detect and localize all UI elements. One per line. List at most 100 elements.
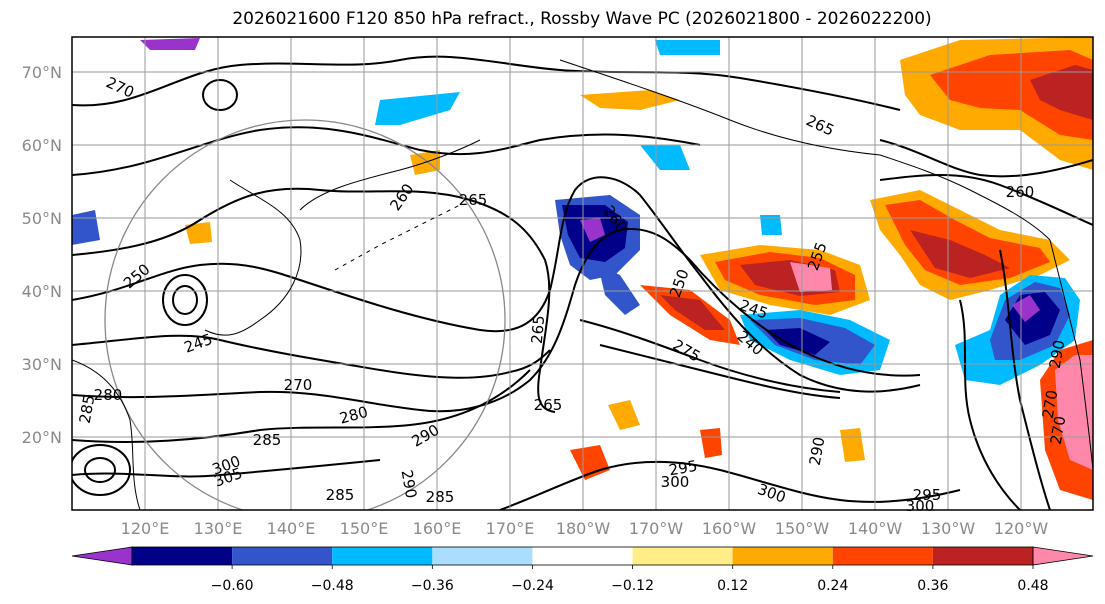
- shade-cell-6: [72, 210, 100, 245]
- contour-label: 295: [913, 486, 942, 504]
- shade-cell-5: [185, 222, 212, 244]
- shade-cell-11: [655, 40, 720, 55]
- longitude-label: 130°W: [921, 519, 976, 538]
- longitude-label: 120°E: [121, 519, 170, 538]
- map-title: 2026021600 F120 850 hPa refract., Rossby…: [232, 9, 932, 29]
- contour-label: 270: [284, 376, 313, 394]
- shade-cell-8: [375, 92, 460, 125]
- longitude-label: 160°E: [413, 519, 462, 538]
- contour-label: 290: [1046, 338, 1069, 369]
- colorbar-bin: [432, 547, 533, 565]
- latitude-label: 30°N: [22, 355, 62, 374]
- colorbar-tick-label: 0.24: [817, 578, 848, 594]
- contour-label: 300: [661, 473, 690, 491]
- longitude-label: 120°W: [994, 519, 1049, 538]
- latitude-label: 20°N: [22, 428, 62, 447]
- coastline-alaska: [559, 59, 881, 156]
- colorbar-bin: [332, 547, 433, 565]
- coastline-kurils: [299, 139, 481, 211]
- contour-path-3: [72, 187, 556, 413]
- coastline-bc: [879, 154, 1051, 241]
- contour-path-15: [999, 249, 1051, 510]
- contour-path-1: [72, 126, 701, 176]
- coastline-layer: [72, 59, 1093, 510]
- graticule: [72, 37, 1093, 510]
- contour-label: 270: [1039, 388, 1062, 419]
- map-frame: [71, 36, 1094, 511]
- contour-path-8: [72, 459, 381, 478]
- contour-ring-3: [172, 285, 198, 315]
- coastline-aleutians-dash: [334, 204, 461, 271]
- contour-path-11: [579, 319, 841, 393]
- shade-wc-max: [1012, 295, 1040, 322]
- longitude-label: 130°E: [194, 519, 243, 538]
- coastline-china: [72, 359, 141, 510]
- colorbar-frame: [131, 546, 1034, 566]
- colorbar-tick-label: −0.60: [211, 578, 254, 594]
- latitude-label: 70°N: [22, 63, 62, 82]
- colorbar-bin: [832, 547, 933, 565]
- shade-goa: [885, 200, 1050, 285]
- latitude-labels: 70°N 60°N 50°N 40°N 30°N 20°N: [22, 63, 62, 447]
- contour-label: 285: [253, 431, 282, 449]
- contour-label: 265: [528, 315, 548, 345]
- shade-cpac-core: [765, 328, 830, 355]
- contour-label: 285: [76, 393, 99, 424]
- contour-path-2: [72, 55, 901, 111]
- colorbar-tick-label: 0.12: [717, 578, 748, 594]
- shade-dateline-core: [580, 218, 605, 242]
- colorbar-extend-high: [1032, 546, 1094, 566]
- contour-label: 285: [426, 488, 455, 506]
- colorbar-bin: [732, 547, 833, 565]
- colorbar-bin: [932, 547, 1033, 565]
- contour-path-4: [72, 176, 921, 393]
- contour-label: 300: [906, 497, 935, 515]
- contour-path-9: [499, 460, 961, 510]
- contour-path-10: [599, 344, 841, 399]
- colorbar-bin: [532, 547, 633, 565]
- colorbar-tick-label: −0.48: [311, 578, 354, 594]
- shade-mex-core: [1055, 355, 1093, 470]
- coastline-japan: [204, 179, 302, 336]
- contour-ring-1: [202, 79, 238, 111]
- contour-label: 290: [806, 435, 829, 466]
- contour-ring-4: [72, 444, 131, 496]
- contour-ring-5: [84, 457, 116, 483]
- shade-dateline-tail: [598, 265, 640, 315]
- colorbar-tick-label: −0.12: [611, 578, 654, 594]
- shade-arctic-core: [1030, 65, 1093, 120]
- coastline-us-west: [1049, 239, 1093, 471]
- latitude-label: 40°N: [22, 282, 62, 301]
- colorbar-tick-label: −0.36: [411, 578, 454, 594]
- shade-pac-pos-max: [790, 262, 832, 292]
- contour-label: 265: [534, 396, 563, 414]
- longitude-label: 170°W: [629, 519, 684, 538]
- contour-label: 280: [94, 386, 123, 404]
- shade-streak-core: [660, 295, 725, 330]
- contour-label: 285: [326, 486, 355, 504]
- shade-cell-9: [640, 145, 690, 170]
- longitude-label: 140°E: [267, 519, 316, 538]
- colorbar-bin: [632, 547, 733, 565]
- colorbar-tick-label: 0.36: [917, 578, 948, 594]
- longitude-label: 150°W: [775, 519, 830, 538]
- longitude-label: 180°W: [556, 519, 611, 538]
- longitude-label: 170°E: [486, 519, 535, 538]
- shade-cell-2: [608, 400, 640, 430]
- colorbar-extend-low: [71, 546, 133, 566]
- contour-path-13: [879, 139, 1093, 178]
- shade-cell-12: [140, 38, 200, 50]
- longitude-labels: 120°E 130°E 140°E 150°E 160°E 170°E 180°W 170°W…: [121, 519, 1049, 538]
- reference-circle: [104, 119, 506, 510]
- shade-cell-3: [700, 428, 722, 458]
- colorbar-tick-label: −0.24: [511, 578, 554, 594]
- longitude-label: 140°W: [848, 519, 903, 538]
- contour-label: 295: [667, 457, 698, 480]
- shade-cell-1: [570, 445, 610, 480]
- colorbar-tick-label: 0.48: [1017, 578, 1048, 594]
- colorbar: −0.60 −0.48 −0.36 −0.24 −0.12 0.12 0.24 0.36 0.4…: [71, 546, 1094, 594]
- longitude-label: 160°W: [702, 519, 757, 538]
- contour-label: 265: [459, 191, 488, 209]
- latitude-label: 60°N: [22, 136, 62, 155]
